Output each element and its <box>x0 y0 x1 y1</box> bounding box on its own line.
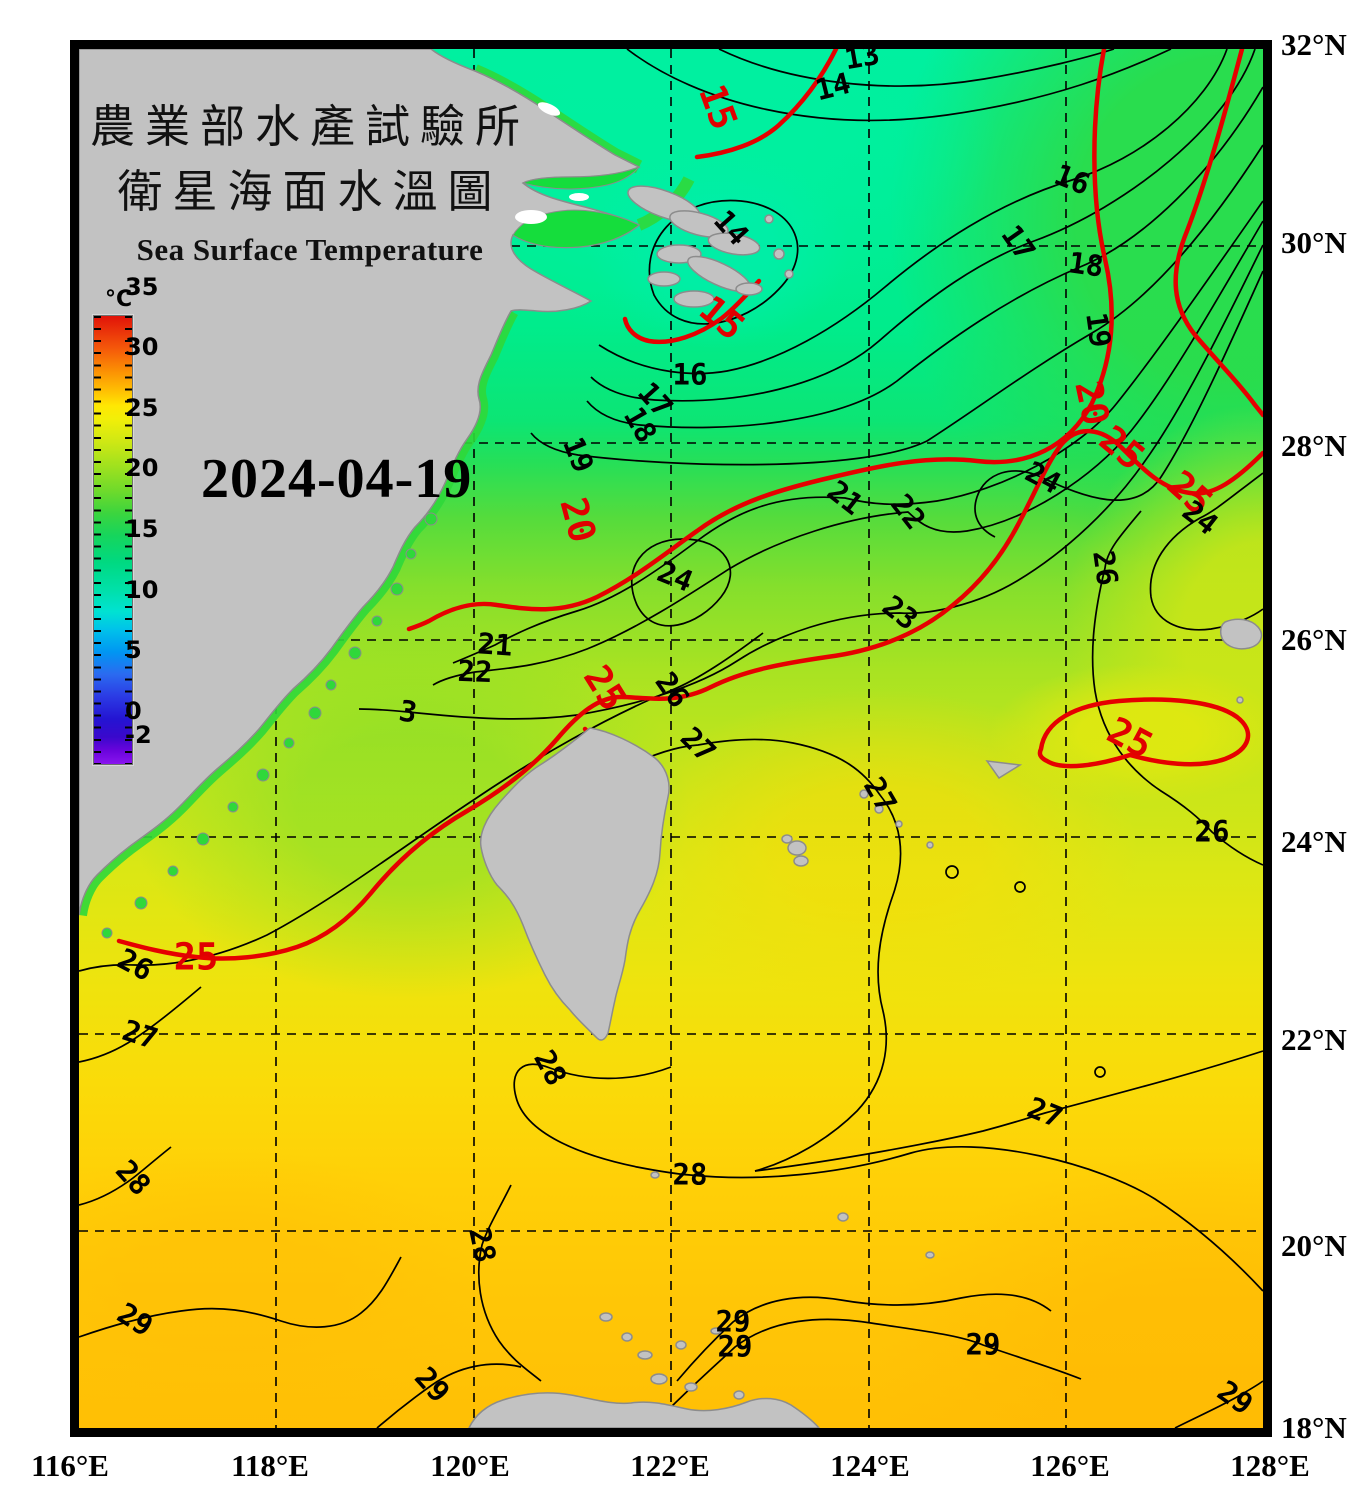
contour-label: 26 <box>1194 814 1230 849</box>
colorbar-tick-label: 10 <box>125 575 159 604</box>
lat-tick-label: 22°N <box>1281 1022 1347 1057</box>
title-en: Sea Surface Temperature <box>136 231 484 267</box>
contour-label: 29 <box>717 1329 753 1364</box>
estuary-water <box>101 102 640 939</box>
lon-tick-label: 122°E <box>630 1448 710 1483</box>
colorbar: °C <box>93 287 133 765</box>
lon-tick-label: 128°E <box>1230 1448 1310 1483</box>
contour-label: 19 <box>1079 310 1118 350</box>
contour-label: 29 <box>715 1304 751 1339</box>
lat-tick-label: 24°N <box>1281 824 1347 859</box>
contour-label: 29 <box>965 1327 1001 1362</box>
colorbar-tick-label: 5 <box>125 636 142 665</box>
lon-tick-label: 124°E <box>830 1448 910 1483</box>
lat-tick-label: 20°N <box>1281 1228 1347 1263</box>
lon-tick-label: 118°E <box>231 1448 309 1483</box>
land <box>79 49 1263 1428</box>
sst-map-canvas: 13 14 15 14 15 16 17 18 19 20 25 24 21 22 25 24 16 17 18 19… <box>79 49 1263 1428</box>
contour-label: 25 <box>173 935 219 979</box>
date-label: 2024-04-19 <box>201 448 473 510</box>
lon-tick-label: 116°E <box>31 1448 109 1483</box>
colorbar-ticks-right <box>125 316 132 764</box>
red-isotherms <box>116 49 1263 961</box>
taiwan <box>479 727 670 1041</box>
title-block: 農業部水產試驗所 衛星海面水溫圖 Sea Surface Temperature <box>87 95 533 268</box>
lat-tick-label: 32°N <box>1281 27 1347 62</box>
colorbar-unit: °C <box>105 287 133 312</box>
colorbar-tick-label: 25 <box>125 393 159 422</box>
title-zh-line1: 農業部水產試驗所 <box>89 102 530 152</box>
colorbar-tick-label: 30 <box>125 333 159 362</box>
contour-label: 28 <box>672 1157 708 1192</box>
lon-tick-label: 120°E <box>430 1448 510 1483</box>
contour-label: 22 <box>456 653 494 690</box>
lat-tick-label: 28°N <box>1281 428 1347 463</box>
sst-field-svg <box>79 49 1263 1428</box>
contour-label: 20 <box>1066 376 1118 430</box>
title-zh-line2: 衛星海面水溫圖 <box>117 167 503 218</box>
lat-tick-label: 26°N <box>1281 622 1347 657</box>
colorbar-tick-label: -2 <box>125 721 152 749</box>
colorbar-labels: 35 30 25 20 15 10 5 0 -2 <box>125 273 185 749</box>
contour-label: 20 <box>551 492 605 548</box>
colorbar-gradient <box>93 315 133 765</box>
contour-label: 26 <box>1086 548 1125 588</box>
lat-tick-label: 18°N <box>1281 1410 1347 1445</box>
colorbar-tick-label: 35 <box>125 273 159 301</box>
colorbar-tick-label: 0 <box>125 696 142 725</box>
colorbar-ticks-left <box>94 316 101 764</box>
contour-label: 18 <box>1066 245 1106 284</box>
contour-label: 28 <box>462 1224 503 1266</box>
contour-label: 14 <box>811 65 854 108</box>
black-isotherms <box>79 49 1263 1428</box>
contour-label: 13 <box>841 49 883 77</box>
colorbar-tick-label: 15 <box>125 514 159 543</box>
contour-label: 16 <box>672 357 708 392</box>
colorbar-tick-label: 20 <box>125 454 159 483</box>
lon-tick-label: 126°E <box>1030 1448 1110 1483</box>
lat-tick-label: 30°N <box>1281 225 1347 260</box>
luzon <box>468 1392 820 1428</box>
